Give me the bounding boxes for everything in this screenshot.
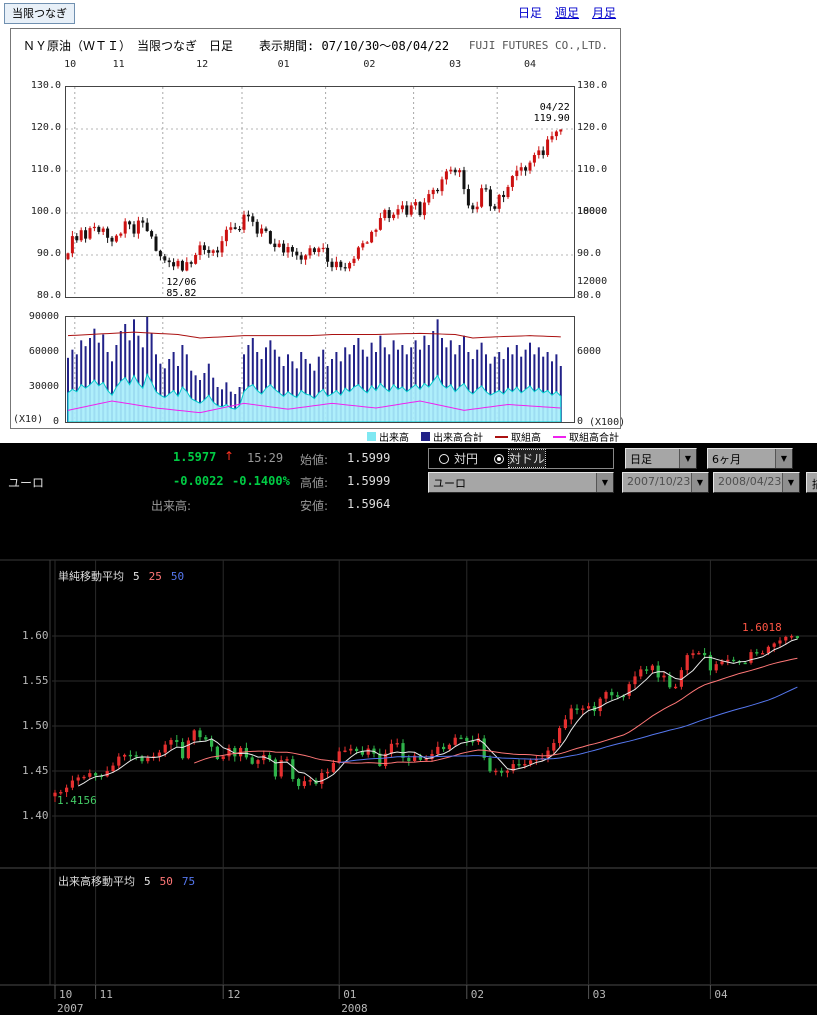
volume-right-tick: 6000 <box>577 346 602 357</box>
month-label: 04 <box>523 59 537 70</box>
up-arrow-icon: ↑ <box>224 449 235 463</box>
open-value: 1.5999 <box>347 451 391 465</box>
chevron-down-icon[interactable]: ▼ <box>691 473 708 492</box>
fx-price-chart <box>0 559 817 999</box>
legend-label: 取組高合計 <box>569 433 619 444</box>
high-label: 高値: <box>300 476 329 490</box>
quote-currency-radio-group: 対円 対ドル <box>428 448 614 469</box>
volume-right-unit: (X100) <box>589 417 626 428</box>
volume-left-tick: 0 <box>52 416 59 427</box>
y-axis-label: 90.0 <box>577 248 602 259</box>
y-axis-label: 110.0 <box>30 164 61 175</box>
wti-chart-section: 当限つなぎ 日足 週足 月足 ＮＹ原油（ＷＴＩ） 当限つなぎ 日足 表示期間: 0… <box>0 0 817 444</box>
y-axis-label: 100.0 <box>577 206 608 217</box>
wti-volume-legend: 出来高 出来高合計 取組高 取組高合計 <box>10 429 619 444</box>
price-annotation: 04/22 119.90 <box>533 102 570 125</box>
date-to-select[interactable]: 2008/04/23 ▼ <box>713 472 800 493</box>
timeframe-select[interactable]: 日足 ▼ <box>625 448 697 469</box>
y-axis-label: 130.0 <box>30 80 61 91</box>
volume-left-tick: 30000 <box>28 381 59 392</box>
radio-circle-icon <box>494 453 505 464</box>
wti-price-chart <box>65 86 575 298</box>
pair-select[interactable]: ユーロ ▼ <box>428 472 614 493</box>
y-axis-label: 80.0 <box>36 290 61 301</box>
radio-circle-icon <box>439 453 449 464</box>
month-label: 03 <box>449 59 462 70</box>
wti-chart-frame: ＮＹ原油（ＷＴＩ） 当限つなぎ 日足 表示期間: 07/10/30～08/04/2… <box>10 28 625 429</box>
fx-chart-section: ユーロ 1.5977 ↑ 15:29 始値: 1.5999 -0.0022 -0… <box>0 443 817 1015</box>
price-annotation: 12/06 85.82 <box>166 276 197 299</box>
low-value: 1.5964 <box>347 497 391 511</box>
y-axis-label: 90.0 <box>36 248 61 259</box>
fx-last-price: 1.5977 <box>173 450 217 464</box>
month-label: 10 <box>64 59 77 70</box>
fx-pair-name: ユーロ <box>8 476 45 490</box>
link-daily[interactable]: 日足 <box>518 6 543 20</box>
y-axis-label: 120.0 <box>577 122 608 133</box>
radio-label: 対ドル <box>508 449 547 468</box>
month-label: 12 <box>196 59 209 70</box>
pair-select-value: ユーロ <box>433 477 466 490</box>
y-axis-label: 120.0 <box>30 122 61 133</box>
y-axis-label: 110.0 <box>577 164 608 175</box>
legend-item: 取組高合計 <box>553 429 619 444</box>
legend-label: 出来高 <box>379 433 409 444</box>
date-from-select[interactable]: 2007/10/23 ▼ <box>622 472 709 493</box>
radio-対ドル[interactable]: 対ドル <box>494 449 547 468</box>
volume-left-unit: (X10) <box>13 414 44 425</box>
line-marker-icon <box>553 435 566 438</box>
legend-item: 出来高合計 <box>421 429 483 444</box>
y-axis-label: 130.0 <box>577 80 608 91</box>
legend-label: 取組高 <box>511 433 541 444</box>
link-weekly[interactable]: 週足 <box>555 6 580 20</box>
wti-period-label: 表示期間: 07/10/30～08/04/22 <box>259 39 450 53</box>
legend-label: 出来高合計 <box>433 433 483 444</box>
timeframe-select-value: 日足 <box>630 453 652 466</box>
range-select-value: 6ヶ月 <box>712 453 741 466</box>
high-value: 1.5999 <box>347 474 391 488</box>
volume-right-tick: 0 <box>577 416 584 427</box>
volume-label: 出来高: <box>151 499 192 513</box>
radio-label: 対円 <box>454 452 479 466</box>
legend-item: 取組高 <box>495 429 541 444</box>
tab-front-month-continuous[interactable]: 当限つなぎ <box>4 3 75 24</box>
volume-left-tick: 90000 <box>28 311 59 322</box>
draw-button[interactable]: 描 <box>806 472 817 493</box>
fx-change: -0.0022 <box>173 474 224 488</box>
line-marker-icon <box>495 435 508 438</box>
month-label: 01 <box>277 59 290 70</box>
volume-right-tick: 18000 <box>577 206 608 217</box>
chevron-down-icon[interactable]: ▼ <box>679 449 696 468</box>
link-monthly[interactable]: 月足 <box>592 6 617 20</box>
volume-right-tick: 12000 <box>577 276 608 287</box>
chevron-down-icon[interactable]: ▼ <box>596 473 613 492</box>
wti-chart-title: ＮＹ原油（ＷＴＩ） 当限つなぎ 日足 表示期間: 07/10/30～08/04/2… <box>23 37 449 54</box>
date-from-value: 2007/10/23 <box>627 475 691 488</box>
month-label: 02 <box>363 59 376 70</box>
month-label: 11 <box>112 59 125 70</box>
chevron-down-icon[interactable]: ▼ <box>782 473 799 492</box>
company-name: FUJI FUTURES CO.,LTD. <box>468 39 608 52</box>
wti-volume-chart <box>65 316 575 423</box>
chevron-down-icon[interactable]: ▼ <box>775 449 792 468</box>
radio-対円[interactable]: 対円 <box>439 450 478 467</box>
open-label: 始値: <box>300 453 329 467</box>
range-select[interactable]: 6ヶ月 ▼ <box>707 448 793 469</box>
volume-left-tick: 60000 <box>28 346 59 357</box>
y-axis-label: 100.0 <box>30 206 61 217</box>
fx-quote-time: 15:29 <box>247 451 284 465</box>
timeframe-links: 日足 週足 月足 <box>518 4 616 21</box>
wti-title-text: ＮＹ原油（ＷＴＩ） 当限つなぎ 日足 <box>23 39 234 53</box>
y-axis-label: 80.0 <box>577 290 602 301</box>
fx-change-percent: -0.1400% <box>232 474 290 488</box>
legend-item: 出来高 <box>367 429 409 444</box>
date-to-value: 2008/04/23 <box>718 475 782 488</box>
square-marker-icon <box>421 432 430 441</box>
low-label: 安値: <box>300 499 329 513</box>
square-marker-icon <box>367 432 376 441</box>
